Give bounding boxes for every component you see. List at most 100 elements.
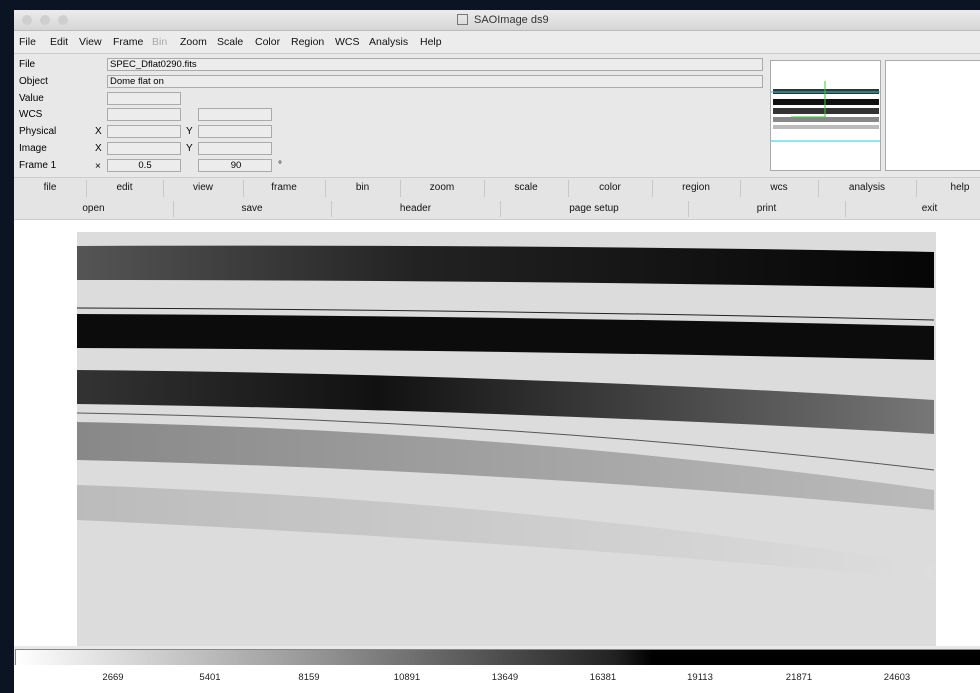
menu-item[interactable]: WCS [335,36,360,48]
button-separator [243,180,244,197]
button[interactable]: save [173,203,331,214]
panner-view [771,61,880,170]
title-bar: SAOImage ds9 [14,10,980,31]
degree-label: ° [278,160,282,171]
button-separator [818,180,819,197]
image-frame [14,220,980,646]
menu-item[interactable]: Analysis [369,36,408,48]
button[interactable]: page setup [500,203,688,214]
menu-item[interactable]: Zoom [180,36,207,48]
colorbar-tick-label: 5401 [190,672,230,683]
button-separator [86,180,87,197]
x-icon [457,14,468,25]
button-separator [173,201,174,217]
menu-item[interactable]: Scale [217,36,243,48]
button[interactable]: open [14,203,173,214]
colorbar-tick-label: 8159 [289,672,329,683]
button-separator [484,180,485,197]
info-label: Object [19,76,48,87]
field [198,108,272,121]
info-label: WCS [19,109,42,120]
menu-item[interactable]: Edit [50,36,68,48]
panner-stripe [773,108,879,114]
menu-item[interactable]: Bin [152,36,167,48]
field [198,142,272,155]
menu-item[interactable]: Help [420,36,442,48]
window: SAOImage ds9 File Edit View Frame Bin Zoom Sca… [14,10,980,693]
panner-stripe [773,99,879,105]
image-area [14,220,980,646]
times-label: × [95,161,101,172]
x-label: X [95,126,102,137]
button-separator [652,180,653,197]
value-field [107,92,181,105]
angle-field: 90 [198,159,272,172]
zoom-button[interactable] [58,15,68,25]
panner [770,60,881,171]
info-label: File [19,59,35,70]
menu-item[interactable]: Region [291,36,324,48]
colorbar-tick-label: 10891 [387,672,427,683]
button[interactable]: exit [845,203,980,214]
field [198,125,272,138]
colorbar-tick-label: 16381 [583,672,623,683]
button[interactable]: analysis [818,182,916,193]
field [107,108,181,121]
button[interactable]: print [688,203,845,214]
field [107,125,181,138]
colorbar-scale: 2669 5401 8159 10891 13649 16381 19113 21871 246… [14,665,980,693]
button[interactable]: header [331,203,500,214]
menu-item[interactable]: File [19,36,36,48]
button[interactable]: region [652,182,740,193]
page: SAOImage ds9 File Edit View Frame Bin Zoom Sca… [0,0,980,693]
menu-item[interactable]: View [79,36,102,48]
field [107,142,181,155]
colorbar-tick-label: 24603 [877,672,917,683]
panner-stripe [773,117,879,122]
y-label: Y [186,126,193,137]
info-label: Frame 1 [19,160,56,171]
menu-bar: File Edit View Frame Bin Zoom Scale Color Region… [14,31,980,54]
zoom-field: 0.5 [107,159,181,172]
button-separator [325,180,326,197]
button-separator [568,180,569,197]
button[interactable]: zoom [400,182,484,193]
button-separator [845,201,846,217]
info-label: Physical [19,126,56,137]
button[interactable]: wcs [740,182,818,193]
x-label: X [95,143,102,154]
colorbar-tick-label: 2669 [93,672,133,683]
colorbar [15,649,980,666]
button[interactable]: color [568,182,652,193]
button[interactable]: file [14,182,86,193]
y-label: Y [186,143,193,154]
close-button[interactable] [22,15,32,25]
panner-stripe [773,125,879,129]
object-field: Dome flat on [107,75,763,88]
colorbar-tick-label: 13649 [485,672,525,683]
info-label: Value [19,93,44,104]
colorbar-tick-label: 21871 [779,672,819,683]
magnifier [885,60,980,171]
button[interactable]: edit [86,182,163,193]
button-separator [500,201,501,217]
info-label: Image [19,143,47,154]
button-separator [163,180,164,197]
button-separator [740,180,741,197]
button[interactable]: bin [325,182,400,193]
button[interactable]: help [916,182,980,193]
menu-item[interactable]: Frame [113,36,143,48]
button-separator [400,180,401,197]
button-separator [688,201,689,217]
file-field: SPEC_Dflat0290.fits [107,58,763,71]
button-separator [331,201,332,217]
button[interactable]: scale [484,182,568,193]
window-title: SAOImage ds9 [474,14,549,26]
minimize-button[interactable] [40,15,50,25]
menu-item[interactable]: Color [255,36,280,48]
colorbar-tick-label: 19113 [680,672,720,683]
button[interactable]: view [163,182,243,193]
button[interactable]: frame [243,182,325,193]
